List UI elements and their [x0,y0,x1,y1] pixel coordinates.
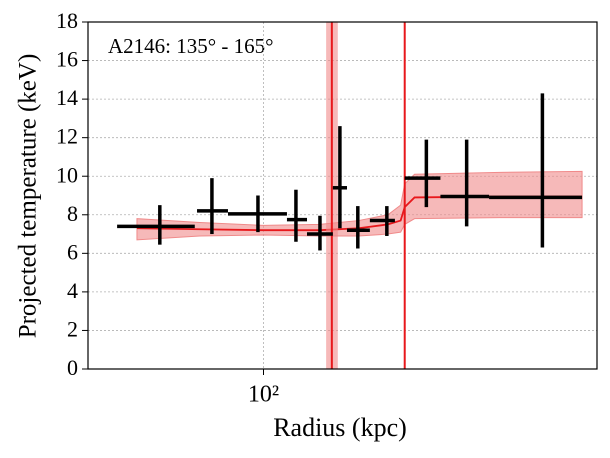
y-tick-label: 6 [67,239,78,264]
model-band [136,170,583,241]
y-tick-label: 2 [67,316,78,341]
y-tick-label: 10 [56,162,78,187]
y-tick-label: 0 [67,355,78,380]
y-tick-label: 16 [56,47,78,72]
plot-frame [87,21,598,370]
y-tick-label: 8 [67,201,78,226]
x-axis-label: Radius (kpc) [273,413,407,442]
annotation: A2146: 135° - 165° [108,34,274,58]
y-tick-label: 12 [56,124,78,149]
y-tick-label: 4 [67,278,78,303]
y-tick-label: 18 [56,8,78,33]
y-tick-label: 14 [56,85,78,110]
y-axis-label: Projected temperature (keV) [15,54,42,339]
x-tick-label: 10² [248,382,279,408]
